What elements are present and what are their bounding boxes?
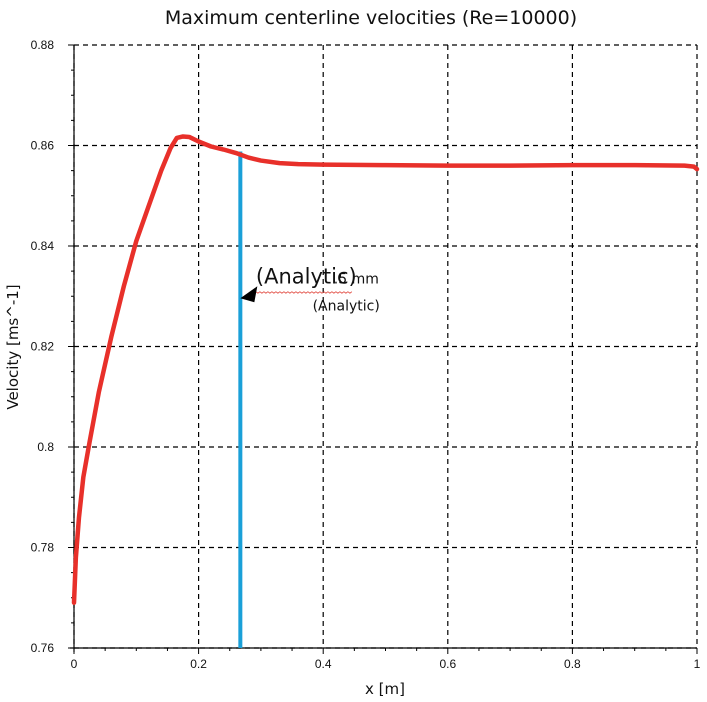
y-tick-label-6: 0.88 — [31, 38, 55, 52]
annotation-arrow — [240, 286, 258, 303]
series-line-0 — [71, 134, 700, 606]
y-tick-label-5: 0.86 — [31, 139, 55, 153]
annotation-underline — [255, 291, 353, 294]
y-tick-label-0: 0.76 — [31, 641, 55, 655]
x-tick-label-3: 0.6 — [439, 657, 456, 671]
x-tick-label-5: 1 — [694, 657, 701, 671]
annotation-text-1: .5 mm — [334, 272, 379, 288]
x-tick-label-0: 0 — [71, 657, 78, 671]
grid-lines — [73, 44, 698, 649]
x-tick-labels: 0 0.2 0.4 0.6 0.8 1 — [71, 657, 701, 671]
axes — [70, 45, 697, 652]
annotations: (Analytic).5 mm(Analytic) — [240, 265, 380, 314]
annotation-text-0: (Analytic) — [256, 265, 357, 289]
tick-marks — [68, 44, 698, 654]
x-axis-label: x [m] — [365, 680, 405, 698]
x-tick-label-2: 0.4 — [315, 657, 332, 671]
series-group — [71, 134, 700, 648]
y-tick-label-3: 0.82 — [31, 340, 55, 354]
y-axis-label: Velocity [ms^-1] — [4, 284, 22, 409]
x-tick-label-1: 0.2 — [190, 657, 207, 671]
y-tick-labels: 0.76 0.78 0.8 0.82 0.84 0.86 0.88 — [31, 38, 55, 655]
y-tick-label-2: 0.8 — [37, 440, 54, 454]
chart-title: Maximum centerline velocities (Re=10000) — [165, 7, 577, 29]
y-tick-label-4: 0.84 — [31, 239, 55, 253]
x-tick-label-4: 0.8 — [564, 657, 581, 671]
annotation-text-2: (Analytic) — [313, 298, 380, 314]
y-tick-label-1: 0.78 — [31, 541, 55, 555]
